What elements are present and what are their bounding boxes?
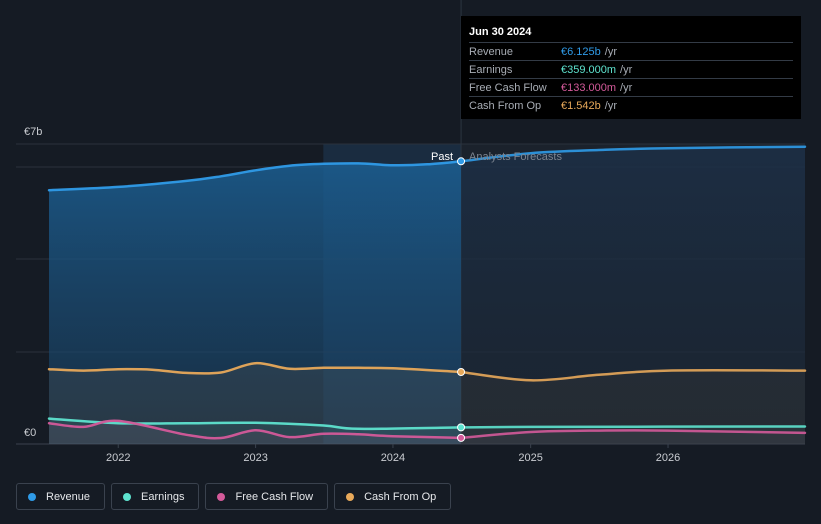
cash-from-op-line-past bbox=[47, 361, 463, 375]
legend-item-revenue[interactable]: Revenue bbox=[16, 483, 106, 510]
legend-item-earnings[interactable]: Earnings bbox=[111, 483, 200, 510]
cash-from-op-line-forecast bbox=[459, 369, 807, 382]
free-cash-flow-line-past bbox=[47, 419, 463, 440]
revenue-marker bbox=[457, 157, 466, 166]
forecast-label: Analysts Forecasts bbox=[469, 151, 562, 163]
earnings-line-forecast bbox=[459, 425, 807, 429]
series-areas bbox=[49, 146, 805, 445]
free-cash-flow-area-forecast bbox=[461, 430, 805, 444]
tooltip-label: Free Cash Flow bbox=[469, 81, 547, 94]
legend-label: Revenue bbox=[46, 490, 91, 503]
legend-item-cash-from-op[interactable]: Cash From Op bbox=[334, 483, 452, 510]
series-lines bbox=[47, 145, 807, 440]
tooltip-unit: /yr bbox=[620, 81, 633, 94]
x-tick-label: 2024 bbox=[381, 452, 405, 464]
y-tick-label: €0 bbox=[24, 427, 36, 439]
tooltip: Jun 30 2024 Revenue €6.125b /yr Earnings… bbox=[461, 16, 801, 119]
x-tick-label: 2025 bbox=[518, 452, 542, 464]
earnings-marker bbox=[457, 423, 466, 432]
tooltip-row-free-cash-flow: Free Cash Flow €133.000m /yr bbox=[469, 78, 793, 96]
tooltip-unit: /yr bbox=[620, 63, 633, 76]
x-tick-label: 2022 bbox=[106, 452, 130, 464]
x-tick-label: 2023 bbox=[243, 452, 267, 464]
legend-dot-icon bbox=[123, 492, 132, 501]
legend-dot-icon bbox=[346, 492, 355, 501]
tooltip-unit: /yr bbox=[604, 45, 617, 58]
legend-item-free-cash-flow[interactable]: Free Cash Flow bbox=[205, 483, 329, 510]
tooltip-label: Revenue bbox=[469, 45, 514, 58]
tooltip-row-revenue: Revenue €6.125b /yr bbox=[469, 42, 793, 60]
legend: Revenue Earnings Free Cash Flow Cash Fro… bbox=[16, 483, 452, 510]
tooltip-row-cash-from-op: Cash From Op €1.542b /yr bbox=[469, 96, 793, 114]
revenue-line-past bbox=[47, 160, 463, 192]
legend-dot-icon bbox=[217, 492, 226, 501]
series-markers bbox=[457, 157, 466, 442]
tooltip-value: €1.542b bbox=[561, 99, 601, 112]
tooltip-unit: /yr bbox=[604, 99, 617, 112]
tooltip-value: €359.000m bbox=[561, 63, 617, 76]
legend-label: Earnings bbox=[141, 490, 185, 503]
earnings-line-past bbox=[47, 417, 463, 431]
legend-label: Free Cash Flow bbox=[235, 490, 314, 503]
tooltip-row-earnings: Earnings €359.000m /yr bbox=[469, 60, 793, 78]
tooltip-date: Jun 30 2024 bbox=[469, 26, 532, 38]
free-cash-flow-line-forecast bbox=[459, 429, 807, 440]
tooltip-label: Cash From Op bbox=[469, 99, 542, 112]
axis-labels: €7b €0 2022 2023 2024 2025 2026 Past Analysts Fo… bbox=[24, 126, 680, 464]
revenue-line-forecast bbox=[459, 145, 807, 163]
x-tick-label: 2026 bbox=[656, 452, 680, 464]
y-tick-label: €7b bbox=[24, 126, 42, 138]
cash-from-op-marker bbox=[457, 368, 466, 376]
free-cash-flow-area-past bbox=[49, 420, 462, 444]
tooltip-label: Earnings bbox=[469, 63, 513, 76]
past-label: Past bbox=[431, 151, 453, 163]
tooltip-value: €6.125b bbox=[561, 45, 601, 58]
legend-label: Cash From Op bbox=[364, 490, 437, 503]
tooltip-value: €133.000m bbox=[561, 81, 617, 94]
free-cash-flow-marker bbox=[457, 433, 466, 442]
legend-dot-icon bbox=[28, 492, 36, 501]
revenue-area-past bbox=[49, 161, 462, 445]
